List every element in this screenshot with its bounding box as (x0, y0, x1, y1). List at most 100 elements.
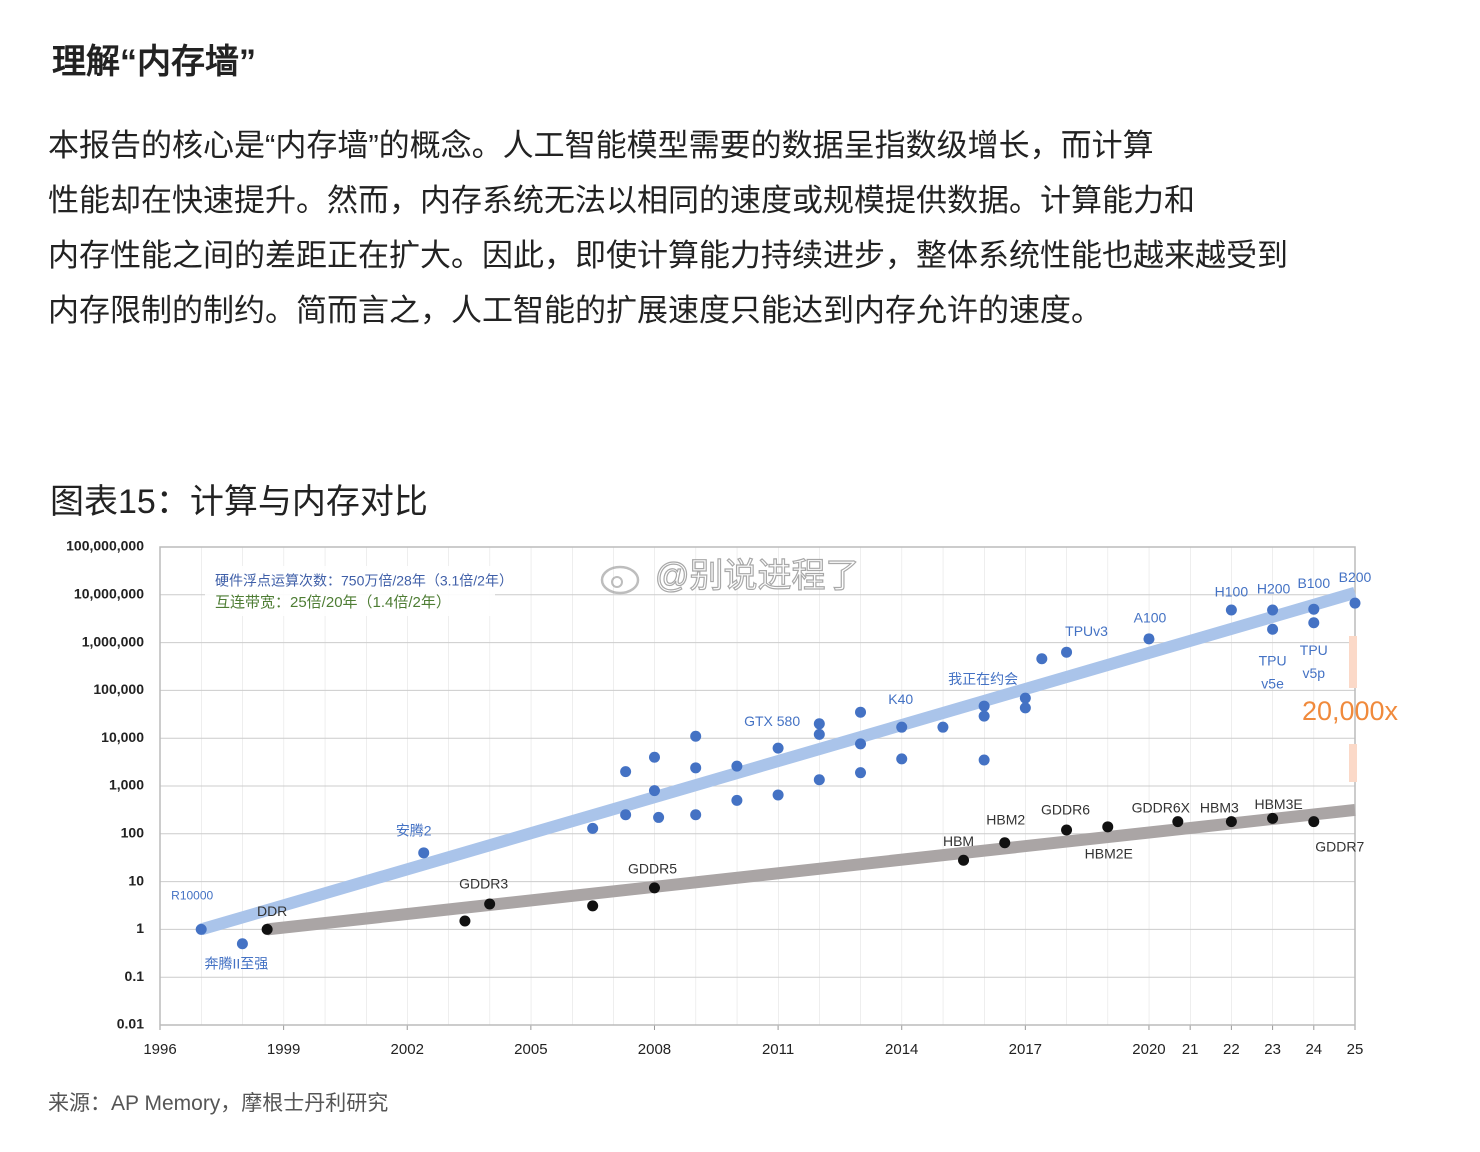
x-tick-label: 1996 (143, 1041, 176, 1058)
x-tick-label: 2002 (391, 1041, 424, 1058)
data-point (937, 721, 949, 733)
data-point (813, 774, 825, 786)
label-line: v5e (1261, 675, 1284, 691)
point-label: B200 (1339, 569, 1372, 585)
point-label: GTX 580 (744, 713, 800, 729)
point-label: B100 (1297, 575, 1330, 591)
point-label: DDR (257, 903, 287, 919)
data-point (648, 751, 660, 763)
x-tick-label: 2008 (638, 1041, 671, 1058)
paragraph-line: 内存限制的制约。简而言之，人工智能的扩展速度只能达到内存允许的速度。 (48, 293, 1102, 328)
data-point (648, 785, 660, 797)
watermark: @别说进程了 (655, 557, 860, 595)
data-point (855, 706, 867, 718)
data-point (772, 742, 784, 754)
point-label: TPU v5p (1300, 641, 1328, 680)
point-label: GDDR6 (1041, 802, 1090, 818)
y-tick-label: 0.1 (125, 968, 145, 984)
data-point (1143, 633, 1155, 645)
data-point (1349, 597, 1361, 609)
data-point (896, 721, 908, 733)
data-point (731, 794, 743, 806)
label-layer: 100,000,000 10,000,000 1,000,000 100,000 10,… (66, 538, 1398, 1058)
data-point (1225, 816, 1237, 828)
data-point (978, 710, 990, 722)
data-point (236, 938, 248, 950)
x-tick-label: 24 (1305, 1041, 1322, 1058)
data-point (690, 762, 702, 774)
point-label: HBM3E (1254, 796, 1302, 812)
bracket (1349, 744, 1357, 782)
y-tick-label: 1,000,000 (82, 633, 144, 649)
data-point (1308, 617, 1320, 629)
data-point (1225, 604, 1237, 616)
bracket (1349, 636, 1357, 688)
data-point (690, 730, 702, 742)
data-point (1102, 821, 1114, 833)
data-point (999, 837, 1011, 849)
data-point (1061, 646, 1073, 658)
label-line: TPU (1259, 652, 1287, 668)
data-point (813, 728, 825, 740)
trend-line (266, 803, 1356, 936)
data-point (690, 809, 702, 821)
x-tick-label: 21 (1182, 1041, 1199, 1058)
y-tick-label: 1,000 (109, 777, 144, 793)
figure-title: 图表15：计算与内存对比 (50, 483, 428, 521)
data-point (587, 900, 599, 912)
point-label: GDDR6X (1132, 799, 1191, 815)
x-tick-label: 25 (1347, 1041, 1364, 1058)
plot-frame (159, 546, 1356, 1026)
data-point (653, 811, 665, 823)
point-label: HBM (943, 833, 974, 849)
data-point (1308, 816, 1320, 828)
legend-entry: 互连带宽：25倍/20年（1.4倍/2年） (215, 594, 451, 611)
legend-box (205, 566, 495, 616)
data-point (958, 854, 970, 866)
data-point (1172, 816, 1184, 828)
x-tick-label: 1999 (267, 1041, 300, 1058)
point-label: 奔腾II至强 (205, 955, 269, 971)
data-point (855, 738, 867, 750)
point-label: TPUv3 (1065, 623, 1108, 639)
point-label: HBM2E (1085, 846, 1133, 862)
data-point (1267, 604, 1279, 616)
point-layer (195, 597, 1361, 950)
point-label: H100 (1215, 584, 1249, 600)
data-point (978, 754, 990, 766)
x-tick-label: 22 (1223, 1041, 1240, 1058)
legend-entry: 硬件浮点运算次数：750万倍/28年（3.1倍/2年） (215, 573, 513, 589)
data-point (813, 718, 825, 730)
data-point (978, 700, 990, 712)
point-label: H200 (1257, 581, 1291, 597)
label-line: v5p (1303, 664, 1326, 680)
data-point (1308, 603, 1320, 615)
point-label: 我正在约会 (948, 671, 1018, 687)
data-point (261, 923, 273, 935)
x-tick-label: 2017 (1009, 1041, 1042, 1058)
point-label: HBM2 (986, 811, 1025, 827)
data-point (855, 767, 867, 779)
x-tick-label: 2014 (885, 1041, 918, 1058)
label-line: TPU (1300, 641, 1328, 657)
trend-layer (199, 587, 1357, 936)
annotation: 20,000x (1302, 696, 1399, 726)
watermark-icon (600, 565, 640, 595)
point-label: TPU v5e (1259, 652, 1287, 691)
x-tick-label: 2005 (514, 1041, 547, 1058)
y-tick-label: 100,000,000 (66, 538, 144, 554)
data-point (620, 766, 632, 778)
point-label: GDDR7 (1315, 838, 1364, 854)
point-label: GDDR3 (459, 876, 508, 892)
data-point (459, 915, 471, 927)
data-point (1036, 653, 1048, 665)
trend-line (199, 587, 1357, 936)
data-point (731, 760, 743, 772)
heading: 理解“内存墙” (52, 43, 256, 81)
point-label: A100 (1134, 610, 1167, 626)
paragraph-line: 内存性能之间的差距正在扩大。因此，即使计算能力持续进步，整体系统性能也越来越受到 (48, 238, 1288, 273)
x-tick-label: 23 (1264, 1041, 1281, 1058)
data-point (648, 882, 660, 894)
y-tick-label: 10,000 (101, 729, 144, 745)
